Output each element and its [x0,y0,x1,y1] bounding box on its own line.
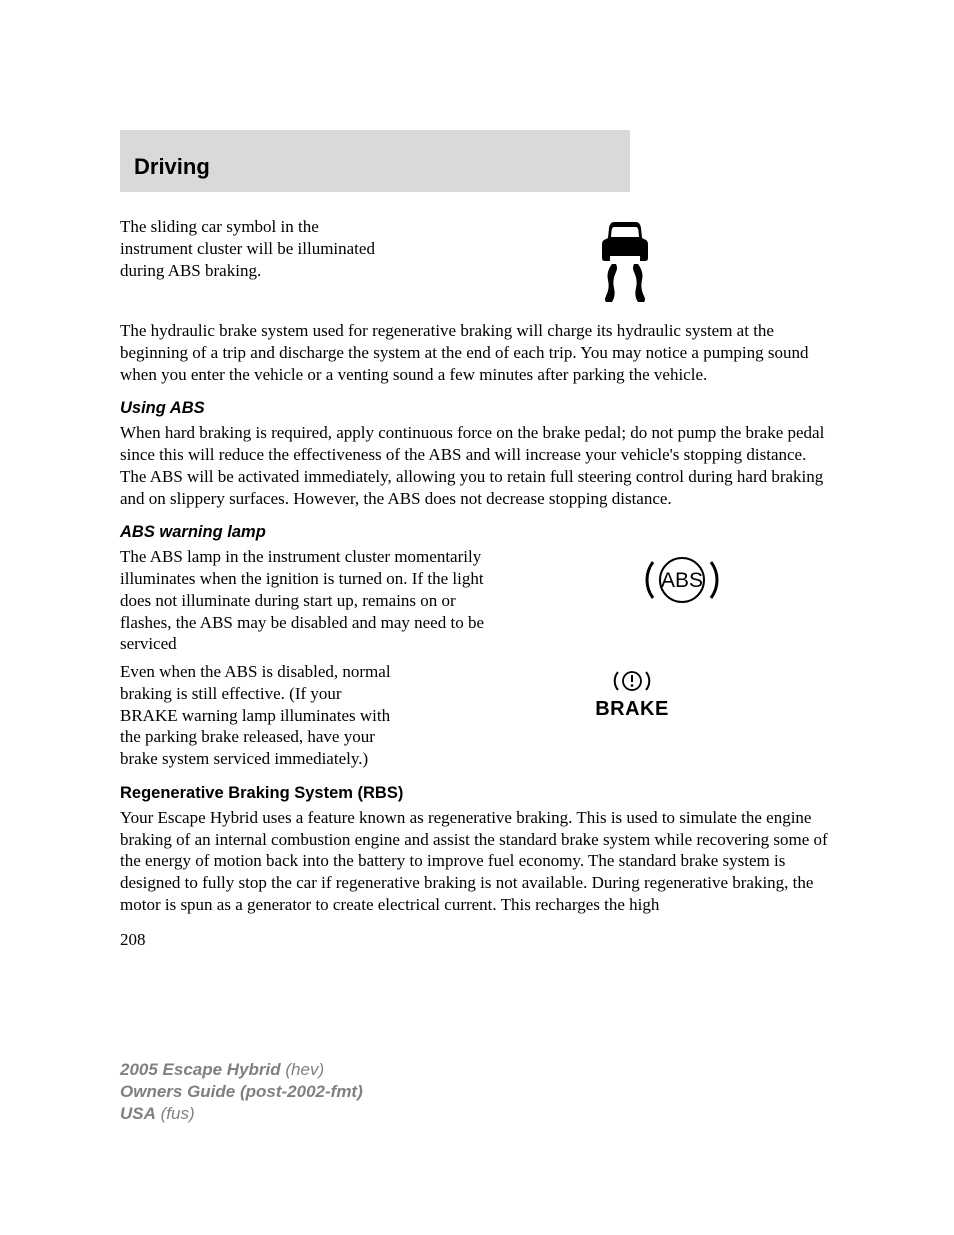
page-content: Driving The sliding car symbol in the in… [0,0,954,950]
footer-line-1: 2005 Escape Hybrid (hev) [120,1059,363,1081]
footer-line-3: USA (fus) [120,1103,363,1125]
rbs-heading: Regenerative Braking System (RBS) [120,784,834,803]
abs-icon-container: ABS [530,546,834,610]
abs-icon-label: ABS [661,569,703,592]
rbs-text: Your Escape Hybrid uses a feature known … [120,807,834,916]
using-abs-text: When hard braking is required, apply con… [120,422,834,509]
using-abs-heading: Using ABS [120,399,834,418]
footer-vehicle-name: 2005 Escape Hybrid [120,1060,281,1079]
brake-warning-row: Even when the ABS is disabled, normal br… [120,661,834,784]
footer: 2005 Escape Hybrid (hev) Owners Guide (p… [120,1059,363,1125]
footer-vehicle-code: (hev) [281,1060,324,1079]
abs-warning-text-1: The ABS lamp in the instrument cluster m… [120,546,500,655]
footer-line-2: Owners Guide (post-2002-fmt) [120,1081,363,1103]
hydraulic-brake-text: The hydraulic brake system used for rege… [120,320,834,385]
sliding-car-icon [594,220,656,304]
section-header-bar: Driving [120,130,630,192]
abs-warning-row: The ABS lamp in the instrument cluster m… [120,546,834,659]
sliding-car-icon-container [415,216,834,304]
brake-warning-icon: BRAKE [595,669,669,721]
sliding-car-text: The sliding car symbol in the instrument… [120,216,385,281]
brake-icon-label: BRAKE [595,698,669,721]
footer-region-code: (fus) [156,1104,195,1123]
section-sliding-car: The sliding car symbol in the instrument… [120,216,834,304]
page-number: 208 [120,930,834,950]
brake-icon-container: BRAKE [430,661,834,721]
abs-warning-heading: ABS warning lamp [120,523,834,542]
footer-region: USA [120,1104,156,1123]
abs-warning-text-2: Even when the ABS is disabled, normal br… [120,661,400,770]
section-title: Driving [134,154,620,180]
abs-warning-icon: ABS [637,550,727,610]
